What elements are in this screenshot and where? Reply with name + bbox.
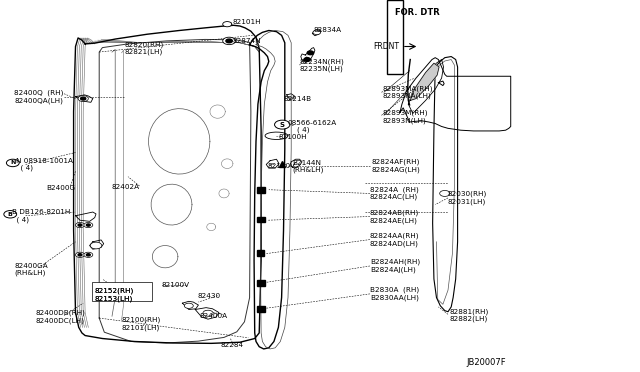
Text: S: S [280, 122, 285, 128]
Bar [257, 250, 264, 256]
Polygon shape [410, 63, 439, 100]
Circle shape [84, 222, 93, 228]
Text: 82834A: 82834A [314, 27, 342, 33]
Circle shape [313, 30, 321, 35]
Text: 82881(RH)
82882(LH): 82881(RH) 82882(LH) [449, 308, 488, 323]
Text: 82400DB(RH)
82400DC(LH): 82400DB(RH) 82400DC(LH) [35, 310, 85, 324]
Circle shape [4, 211, 17, 218]
Circle shape [76, 222, 84, 228]
Bar [257, 280, 265, 286]
Text: 82214B: 82214B [284, 96, 312, 102]
Text: 82430: 82430 [197, 293, 220, 299]
Text: 82400A: 82400A [200, 313, 228, 319]
Circle shape [275, 120, 290, 129]
Text: 82284: 82284 [221, 342, 244, 348]
Circle shape [203, 310, 213, 316]
Circle shape [223, 22, 232, 27]
Circle shape [78, 254, 82, 256]
Text: 82402A: 82402A [112, 184, 140, 190]
Text: 82820(RH)
82821(LH): 82820(RH) 82821(LH) [125, 41, 164, 55]
Text: FRDNT: FRDNT [373, 42, 399, 51]
Circle shape [78, 224, 82, 226]
Text: 82101H: 82101H [232, 19, 261, 25]
Bar [257, 187, 265, 193]
Text: 82400GA
(RH&LH): 82400GA (RH&LH) [14, 263, 48, 276]
Text: 82824AB(RH)
82824AE(LH): 82824AB(RH) 82824AE(LH) [370, 209, 419, 224]
Circle shape [84, 252, 93, 257]
Text: 08566-6162A
    ( 4): 08566-6162A ( 4) [288, 120, 337, 133]
Circle shape [440, 190, 450, 196]
Text: 82234N(RH)
82235N(LH): 82234N(RH) 82235N(LH) [300, 58, 344, 73]
Circle shape [223, 37, 236, 45]
Text: 82030(RH)
82031(LH): 82030(RH) 82031(LH) [448, 191, 487, 205]
Bar [257, 217, 265, 222]
Text: FOR. DTR: FOR. DTR [395, 8, 440, 17]
Text: 82824AF(RH)
82824AG(LH): 82824AF(RH) 82824AG(LH) [371, 158, 420, 173]
Text: 82100H: 82100H [278, 134, 307, 140]
Circle shape [86, 224, 90, 226]
Text: B DB126-8201H
  ( 4): B DB126-8201H ( 4) [12, 209, 70, 222]
Circle shape [81, 97, 86, 100]
Circle shape [307, 51, 314, 55]
Text: N 08918-1001A
  ( 4): N 08918-1001A ( 4) [16, 158, 73, 171]
Circle shape [78, 96, 88, 102]
Text: B2830A  (RH)
B2830AA(LH): B2830A (RH) B2830AA(LH) [370, 287, 419, 301]
Bar [387, 0, 403, 74]
Text: 82152(RH)
82153(LH): 82152(RH) 82153(LH) [95, 288, 134, 302]
Circle shape [76, 252, 84, 257]
Text: N: N [10, 160, 15, 166]
Text: 82824AA(RH)
82824AD(LH): 82824AA(RH) 82824AD(LH) [370, 232, 419, 247]
Text: B2824AH(RH)
B2824AJ(LH): B2824AH(RH) B2824AJ(LH) [370, 259, 420, 273]
Text: 82893M(RH)
82893N(LH): 82893M(RH) 82893N(LH) [382, 110, 428, 124]
Text: B2400G: B2400G [46, 185, 76, 191]
Circle shape [184, 303, 193, 308]
Text: B2144N
(RH&LH): B2144N (RH&LH) [292, 160, 324, 173]
Text: 82100V: 82100V [162, 282, 190, 288]
Circle shape [90, 242, 102, 249]
Text: 82100V: 82100V [268, 163, 296, 169]
Text: 82874N: 82874N [232, 38, 261, 44]
Text: 82152(RH)
82153(LH): 82152(RH) 82153(LH) [95, 288, 134, 302]
Circle shape [304, 58, 310, 61]
FancyBboxPatch shape [92, 282, 152, 301]
Text: B: B [8, 212, 13, 217]
Text: 82100(RH)
82101(LH): 82100(RH) 82101(LH) [122, 317, 161, 331]
Circle shape [6, 159, 19, 167]
Text: 82400Q  (RH)
82400QA(LH): 82400Q (RH) 82400QA(LH) [14, 90, 63, 104]
Circle shape [226, 39, 232, 43]
Bar [257, 306, 265, 312]
Text: 82893MA(RH)
82893NA(LH): 82893MA(RH) 82893NA(LH) [382, 85, 433, 99]
Circle shape [86, 254, 90, 256]
Text: 82824A  (RH)
82824AC(LH): 82824A (RH) 82824AC(LH) [370, 186, 419, 201]
Text: JB20007F: JB20007F [466, 358, 506, 367]
